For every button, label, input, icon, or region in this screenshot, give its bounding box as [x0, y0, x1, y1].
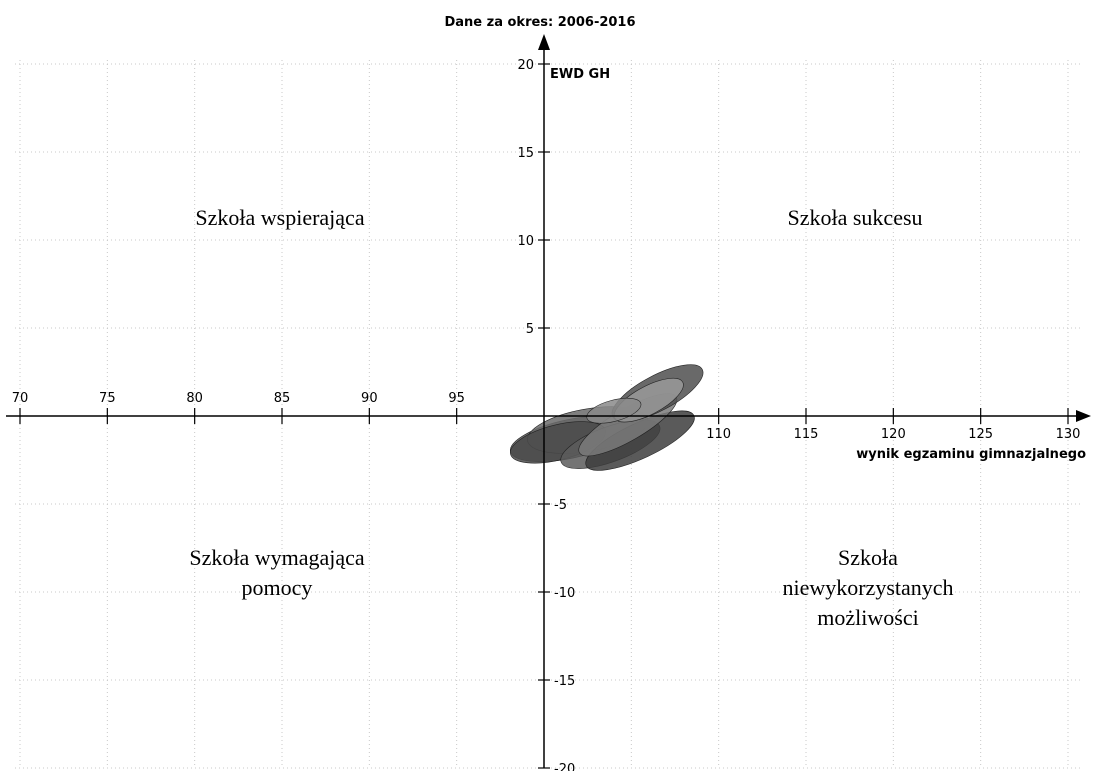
x-tick-label: 115 — [794, 427, 819, 442]
chart-title: Dane za okres: 2006-2016 — [444, 15, 635, 30]
x-tick-label: 90 — [361, 391, 378, 406]
y-tick-label: -5 — [554, 498, 567, 513]
y-axis-title: EWD GH — [550, 67, 610, 82]
labels: 70 75 80 85 90 95 110 115 120 125 130 20 15 10 5 -5 -10 -… — [12, 15, 1086, 771]
x-tick-label: 80 — [186, 391, 203, 406]
y-tick-label: 10 — [517, 234, 534, 249]
data-ellipse — [586, 397, 642, 424]
y-tick-label: 15 — [517, 146, 534, 161]
y-tick-label: -10 — [554, 586, 575, 601]
y-tick-label: 20 — [517, 58, 534, 73]
quadrant-label-bottom-left: Szkoła wymagająca — [189, 545, 365, 570]
y-tick-label: -20 — [554, 762, 575, 771]
y-tick-label: -15 — [554, 674, 575, 689]
quadrant-label-bottom-right: niewykorzystanych — [782, 575, 953, 600]
x-tick-label: 120 — [881, 427, 906, 442]
data-marks — [509, 364, 704, 471]
x-axis-arrow — [1076, 410, 1091, 422]
y-axis-arrow — [538, 34, 550, 50]
quadrant-label-top-left: Szkoła wspierająca — [195, 205, 364, 230]
x-tick-label: 95 — [448, 391, 465, 406]
x-axis-title: wynik egzaminu gimnazjalnego — [856, 447, 1086, 462]
x-tick-label: 130 — [1056, 427, 1081, 442]
x-tick-label: 125 — [968, 427, 993, 442]
x-tick-label: 85 — [274, 391, 291, 406]
axes — [6, 34, 1091, 769]
x-tick-label: 110 — [706, 427, 731, 442]
x-tick-label: 75 — [99, 391, 116, 406]
quadrant-label-bottom-left: pomocy — [242, 575, 313, 600]
grid — [15, 60, 1080, 769]
quadrant-label-bottom-right: możliwości — [817, 605, 918, 630]
y-tick-label: 5 — [526, 322, 534, 337]
quadrant-label-bottom-right: Szkoła — [838, 545, 898, 570]
quadrant-label-top-right: Szkoła sukcesu — [787, 205, 922, 230]
x-tick-label: 70 — [12, 391, 29, 406]
